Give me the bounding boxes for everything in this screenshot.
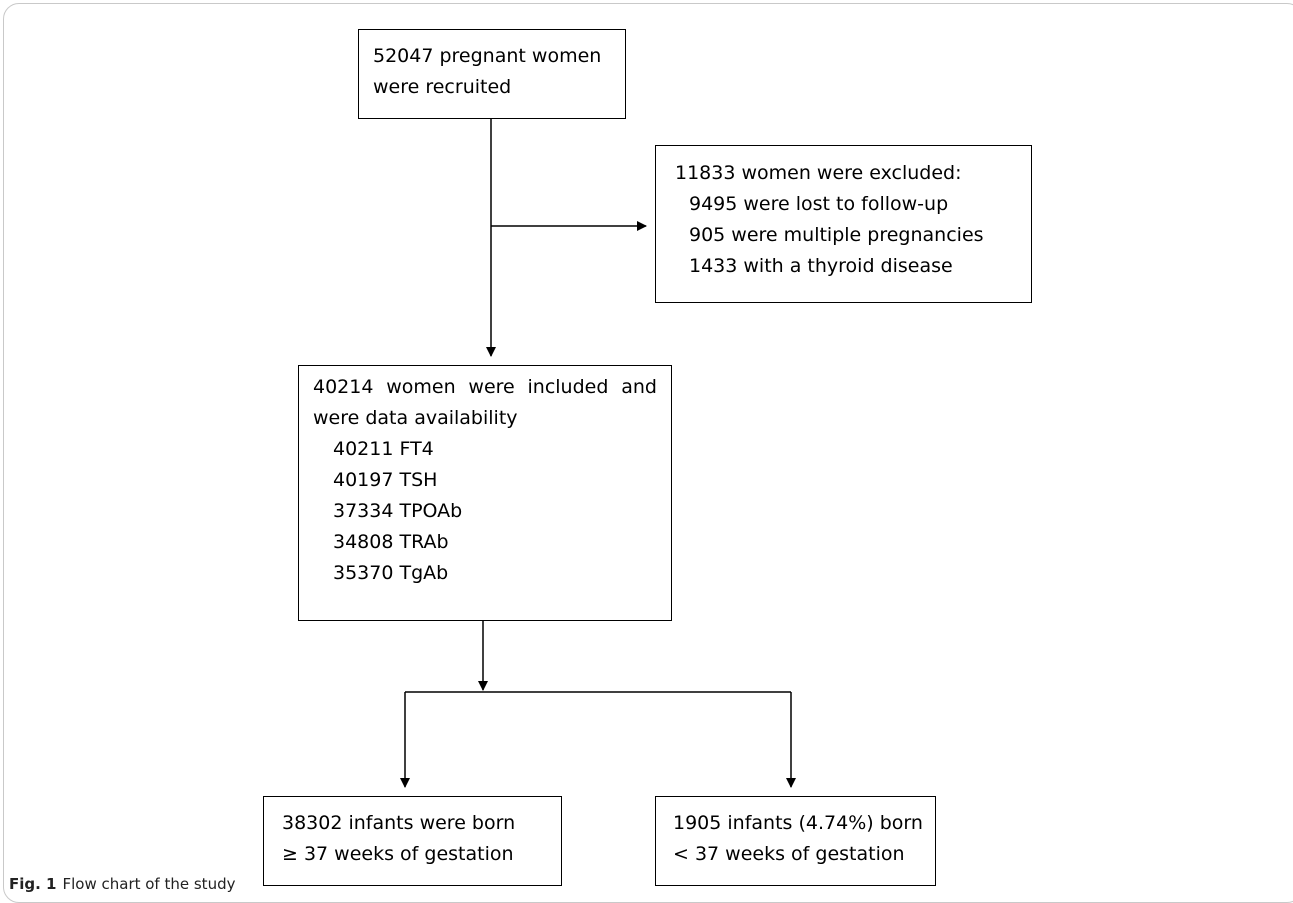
recruited-line-1: 52047 pregnant women	[373, 45, 602, 67]
included-item-ft4: 40211 FT4	[333, 438, 434, 460]
included-word: 40214	[313, 376, 374, 398]
included-word: women	[386, 376, 456, 398]
term-line-2: ≥ 37 weeks of gestation	[282, 843, 514, 865]
excluded-item-multiple: 905 were multiple pregnancies	[689, 224, 984, 246]
included-item-tgab: 35370 TgAb	[333, 562, 449, 584]
term-line-1: 38302 infants were born	[282, 812, 516, 834]
included-word: included	[527, 376, 609, 398]
preterm-line-1: 1905 infants (4.74%) born	[673, 812, 923, 834]
included-item-trab: 34808 TRAb	[333, 531, 449, 553]
recruited-box: 52047 pregnant women were recruited	[358, 29, 626, 119]
included-item-tsh: 40197 TSH	[333, 469, 438, 491]
included-line-1: 40214 women were included and	[313, 372, 657, 403]
included-line-2: were data availability	[313, 407, 518, 429]
recruited-line-2: were recruited	[373, 76, 512, 98]
included-word: and	[621, 376, 657, 398]
excluded-box: 11833 women were excluded: 9495 were los…	[655, 145, 1032, 303]
included-word: were	[468, 376, 515, 398]
excluded-heading: 11833 women were excluded:	[675, 162, 962, 184]
preterm-line-2: < 37 weeks of gestation	[673, 843, 905, 865]
caption-label: Fig. 1	[9, 875, 57, 893]
figure-caption: Fig. 1 Flow chart of the study	[9, 875, 235, 893]
term-births-box: 38302 infants were born ≥ 37 weeks of ge…	[263, 796, 562, 886]
excluded-item-thyroid: 1433 with a thyroid disease	[689, 255, 953, 277]
included-item-tpoab: 37334 TPOAb	[333, 500, 463, 522]
excluded-item-lost: 9495 were lost to follow-up	[689, 193, 949, 215]
included-box: 40214 women were included and were data …	[298, 365, 672, 621]
caption-text: Flow chart of the study	[62, 875, 236, 893]
preterm-births-box: 1905 infants (4.74%) born < 37 weeks of …	[655, 796, 936, 886]
